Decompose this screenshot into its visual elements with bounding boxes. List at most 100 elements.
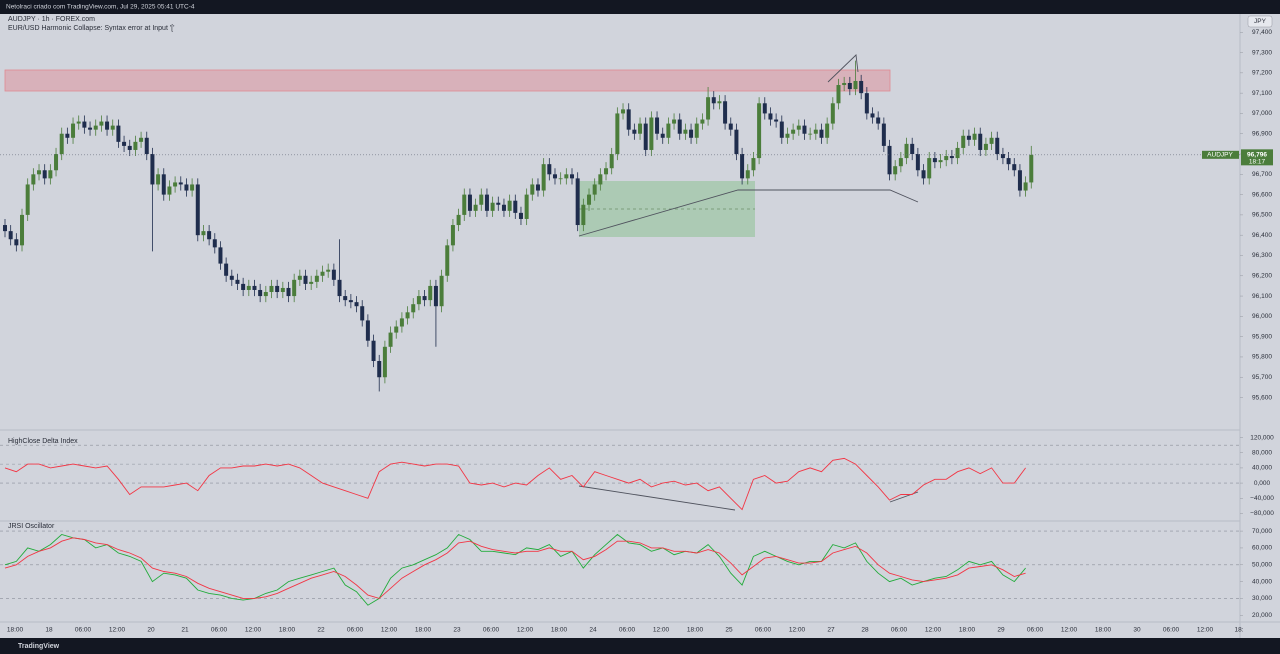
candle-body bbox=[785, 133, 790, 138]
candle-body bbox=[638, 123, 643, 134]
candle-body bbox=[955, 147, 960, 159]
candle-body bbox=[167, 186, 172, 195]
x-tick-label: 06:00 bbox=[347, 627, 364, 634]
header-text: Netolraci criado com TradingView.com, Ju… bbox=[6, 4, 195, 11]
candle-body bbox=[728, 123, 733, 130]
divergence-line bbox=[578, 485, 736, 511]
candle-body bbox=[496, 202, 501, 205]
candle-body bbox=[439, 275, 444, 307]
candle-body bbox=[360, 306, 365, 321]
candle-body bbox=[484, 194, 489, 211]
candle-body bbox=[184, 184, 189, 191]
candle-body bbox=[757, 103, 762, 159]
candle-body bbox=[830, 103, 835, 124]
trend-drawing bbox=[827, 54, 859, 83]
candle-body bbox=[1012, 164, 1017, 171]
candle-body bbox=[8, 231, 13, 240]
candle-body bbox=[558, 178, 563, 180]
candle-body bbox=[570, 174, 574, 179]
x-tick-label: 12:00 bbox=[925, 627, 942, 634]
candle-body bbox=[59, 133, 64, 155]
x-tick-label: 29 bbox=[997, 627, 1005, 634]
candle-body bbox=[25, 184, 30, 215]
x-tick-label: 21 bbox=[181, 627, 189, 634]
candle-body bbox=[853, 80, 858, 90]
candle-body bbox=[643, 123, 648, 150]
y-tick-label: 97,200 bbox=[1252, 70, 1272, 77]
y-tick-label: −40,000 bbox=[1250, 495, 1274, 502]
candle-body bbox=[615, 113, 620, 155]
x-tick-label: 12:00 bbox=[245, 627, 262, 634]
candle-body bbox=[99, 121, 104, 126]
y-tick-label: 120,000 bbox=[1250, 434, 1274, 441]
candle-body bbox=[774, 119, 779, 122]
candle-body bbox=[422, 296, 427, 301]
x-tick-label: 18:00 bbox=[1095, 627, 1112, 634]
candle-body bbox=[768, 113, 773, 120]
candle-body bbox=[802, 125, 807, 134]
candle-body bbox=[399, 318, 404, 327]
candle-body bbox=[218, 247, 223, 264]
candle-body bbox=[479, 194, 484, 205]
y-tick-label: 97,100 bbox=[1252, 90, 1272, 97]
currency-box[interactable] bbox=[1247, 15, 1273, 28]
candle-body bbox=[292, 279, 297, 297]
candle-body bbox=[1006, 158, 1011, 165]
candle-body bbox=[207, 231, 212, 240]
candle-body bbox=[649, 117, 654, 150]
candle-body bbox=[530, 184, 535, 195]
x-tick-label: 12:00 bbox=[1197, 627, 1214, 634]
candle-body bbox=[966, 135, 971, 140]
candle-body bbox=[717, 101, 722, 104]
candle-body bbox=[501, 204, 506, 211]
candle-body bbox=[621, 109, 626, 114]
legend-indicator: EUR/USD Harmonic Collapse: Syntax error … bbox=[8, 25, 174, 32]
x-tick-label: 24 bbox=[589, 627, 597, 634]
candle-body bbox=[683, 129, 688, 134]
y-tick-label: 96,500 bbox=[1252, 212, 1272, 219]
candle-body bbox=[915, 154, 920, 171]
trend-drawing bbox=[578, 189, 919, 237]
y-tick-label: 20,000 bbox=[1252, 612, 1272, 619]
candle-body bbox=[813, 129, 818, 134]
candle-body bbox=[887, 145, 892, 175]
candle-body bbox=[122, 141, 127, 146]
candle-body bbox=[910, 143, 915, 155]
candle-body bbox=[1000, 154, 1005, 159]
y-tick-label: 80,000 bbox=[1252, 449, 1272, 456]
candle-body bbox=[456, 214, 461, 226]
symbol-box bbox=[1202, 150, 1239, 159]
countdown: 18:17 bbox=[1249, 159, 1266, 166]
x-tick-label: 06:00 bbox=[75, 627, 92, 634]
candle-body bbox=[343, 296, 348, 301]
candle-body bbox=[348, 300, 353, 303]
candle-body bbox=[745, 170, 750, 179]
currency[interactable]: JPY bbox=[1254, 18, 1267, 25]
candle-body bbox=[1023, 182, 1028, 191]
y-tick-label: 30,000 bbox=[1252, 595, 1272, 602]
candle-body bbox=[740, 154, 745, 179]
candle-body bbox=[416, 296, 421, 305]
candle-body bbox=[156, 174, 161, 185]
x-tick-label: 06:00 bbox=[1163, 627, 1180, 634]
x-tick-label: 12:00 bbox=[653, 627, 670, 634]
candle-body bbox=[604, 168, 609, 175]
candle-body bbox=[1017, 170, 1022, 191]
symbol-label: AUDJPY bbox=[1207, 152, 1233, 159]
candle-body bbox=[326, 269, 331, 272]
indicator-line bbox=[4, 457, 1026, 511]
candle-body bbox=[989, 137, 994, 144]
candle-body bbox=[842, 82, 847, 86]
x-tick-label: 22 bbox=[317, 627, 325, 634]
x-tick-label: 18 bbox=[45, 627, 53, 634]
y-tick-label: 96,000 bbox=[1252, 313, 1272, 320]
candle-body bbox=[88, 127, 93, 130]
candle-body bbox=[144, 137, 149, 155]
y-tick-label: 96,600 bbox=[1252, 191, 1272, 198]
y-tick-label: 70,000 bbox=[1252, 528, 1272, 535]
candle-body bbox=[31, 174, 36, 185]
candle-body bbox=[507, 200, 512, 211]
y-tick-label: 0,000 bbox=[1254, 480, 1271, 487]
candle-body bbox=[825, 123, 830, 138]
candle-body bbox=[972, 133, 977, 140]
